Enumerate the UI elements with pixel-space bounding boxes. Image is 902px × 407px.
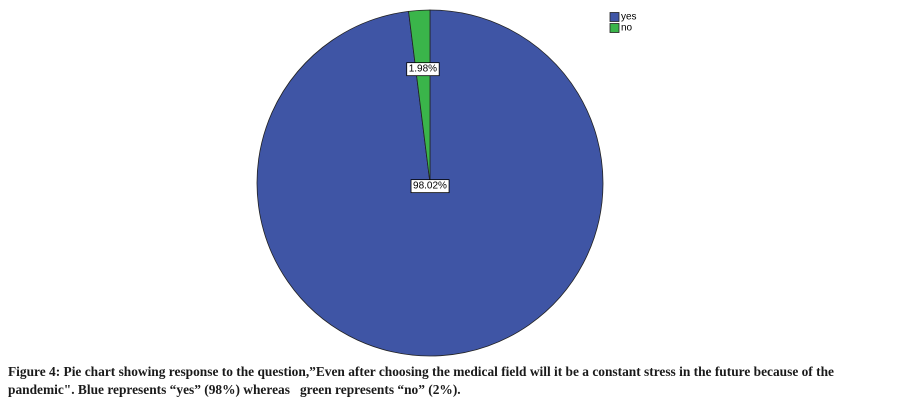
legend-label: yes [621,12,637,23]
data-label: 1.98% [409,64,437,75]
legend-swatch [609,12,620,22]
pie-slice [408,9,431,184]
data-label-box [406,62,440,77]
legend-label: no [621,23,633,34]
data-label: 98.02% [413,181,447,192]
legend-swatch [609,23,620,33]
caption: Figure 4: Pie chart showing response to … [8,364,838,397]
data-label-box [410,179,450,194]
